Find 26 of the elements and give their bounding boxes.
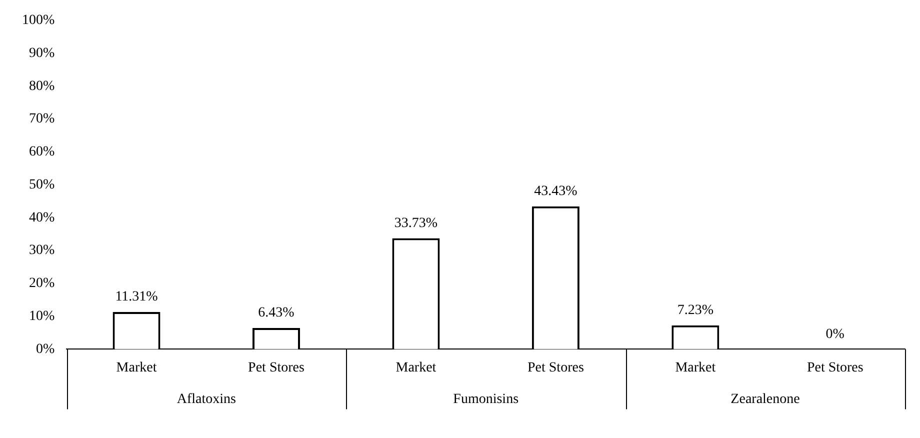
y-tick-label: 10%	[28, 308, 55, 324]
y-tick-label: 30%	[28, 243, 55, 258]
y-tick-label: 0%	[36, 342, 55, 357]
y-tick-label: 100%	[22, 13, 55, 28]
x-tick-label: Market	[675, 360, 716, 376]
y-tick-label: 60%	[28, 144, 55, 160]
y-tick-label: 70%	[28, 112, 55, 127]
y-tick-label: 90%	[28, 46, 55, 61]
data-label: 43.43%	[534, 184, 578, 200]
data-label: 11.31%	[115, 290, 158, 305]
data-label: 0%	[826, 326, 845, 342]
data-label: 33.73%	[394, 216, 438, 231]
x-tick-label: Pet Stores	[527, 360, 584, 376]
text: Aflatoxins	[176, 392, 236, 407]
data-label: 7.23%	[677, 303, 714, 318]
text: Zearalenone	[730, 392, 800, 407]
y-tick-label: 20%	[28, 276, 55, 292]
y-tick-label: 50%	[28, 177, 55, 192]
x-tick-label: Pet Stores	[248, 360, 304, 376]
y-tick-label: 80%	[28, 78, 55, 94]
y-tick-label: 40%	[28, 210, 55, 226]
x-tick-label: Market	[396, 360, 436, 376]
text: Fumonisins	[453, 392, 519, 407]
x-tick-label: Market	[116, 360, 157, 376]
x-tick-label: Pet Stores	[806, 360, 864, 376]
data-label: 6.43%	[258, 306, 295, 321]
